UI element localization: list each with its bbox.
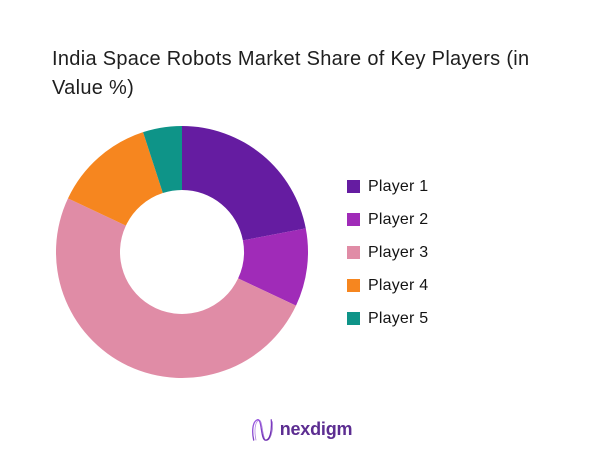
- legend-label: Player 4: [368, 276, 429, 294]
- brand-logo: nexdigm: [0, 416, 602, 442]
- nexdigm-logo-icon: [251, 419, 273, 441]
- donut-chart: [55, 126, 309, 379]
- legend-swatch-icon: [347, 312, 360, 325]
- legend-swatch-icon: [347, 279, 360, 292]
- legend-label: Player 3: [368, 243, 429, 261]
- legend-item-player-1: Player 1: [347, 176, 428, 197]
- legend-label: Player 5: [368, 309, 429, 327]
- donut-slice-player-5: [143, 126, 182, 194]
- chart-title-line-1: India Space Robots Market Share of Key P…: [52, 48, 530, 70]
- legend-label: Player 2: [368, 210, 429, 228]
- legend-swatch-icon: [347, 180, 360, 193]
- legend-item-player-5: Player 5: [347, 308, 428, 329]
- donut-slice-player-1: [182, 126, 306, 241]
- donut-slice-player-3: [55, 198, 297, 379]
- chart-title-line-2: Value %): [52, 77, 135, 99]
- legend-item-player-2: Player 2: [347, 209, 428, 230]
- legend-swatch-icon: [347, 213, 360, 226]
- chart-title: India Space Robots Market Share of Key P…: [52, 45, 562, 103]
- legend: Player 1 Player 2 Player 3 Player 4 Player 5: [347, 176, 428, 329]
- legend-item-player-4: Player 4: [347, 275, 428, 296]
- legend-label: Player 1: [368, 177, 429, 195]
- legend-item-player-3: Player 3: [347, 242, 428, 263]
- donut-slice-player-4: [67, 132, 163, 226]
- brand-name: nexdigm: [279, 418, 353, 439]
- legend-swatch-icon: [347, 246, 360, 259]
- donut-slice-player-2: [238, 228, 309, 306]
